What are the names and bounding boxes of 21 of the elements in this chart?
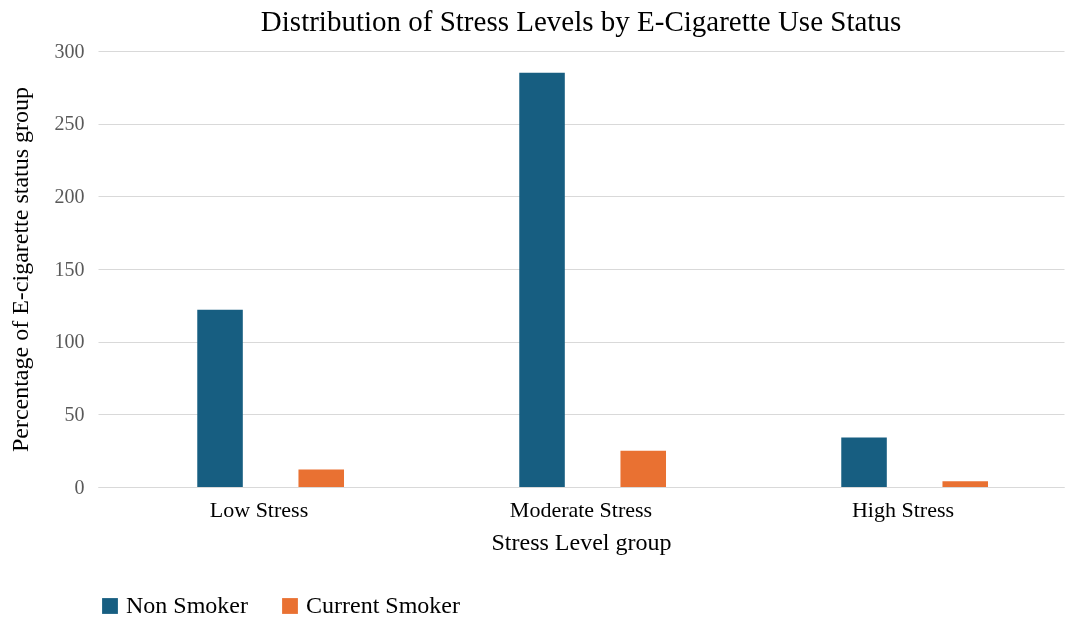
x-axis-title: Stress Level group <box>491 528 672 555</box>
y-tick-label: 50 <box>64 402 85 425</box>
y-tick-label: 0 <box>74 475 85 498</box>
bar <box>841 437 887 487</box>
y-tick-label: 250 <box>54 112 85 135</box>
bar <box>298 469 345 487</box>
bar <box>942 481 989 487</box>
y-tick-label: 100 <box>54 330 85 353</box>
y-axis-title: Percentage of E-cigarette status group <box>6 86 33 453</box>
y-tick-label: 150 <box>54 257 85 280</box>
legend-label: Current Smoker <box>306 592 460 618</box>
bar <box>519 72 565 487</box>
x-tick-label: High Stress <box>851 496 955 522</box>
x-tick-label: Low Stress <box>209 496 309 522</box>
chart-title: Distribution of Stress Levels by E-Cigarette Use Status <box>260 5 902 37</box>
y-tick-label: 300 <box>54 39 85 62</box>
x-tick-label: Moderate Stress <box>509 496 653 522</box>
y-tick-label: 200 <box>54 184 85 207</box>
bar <box>620 450 667 487</box>
legend-label: Non Smoker <box>126 592 248 618</box>
bar <box>197 309 243 487</box>
